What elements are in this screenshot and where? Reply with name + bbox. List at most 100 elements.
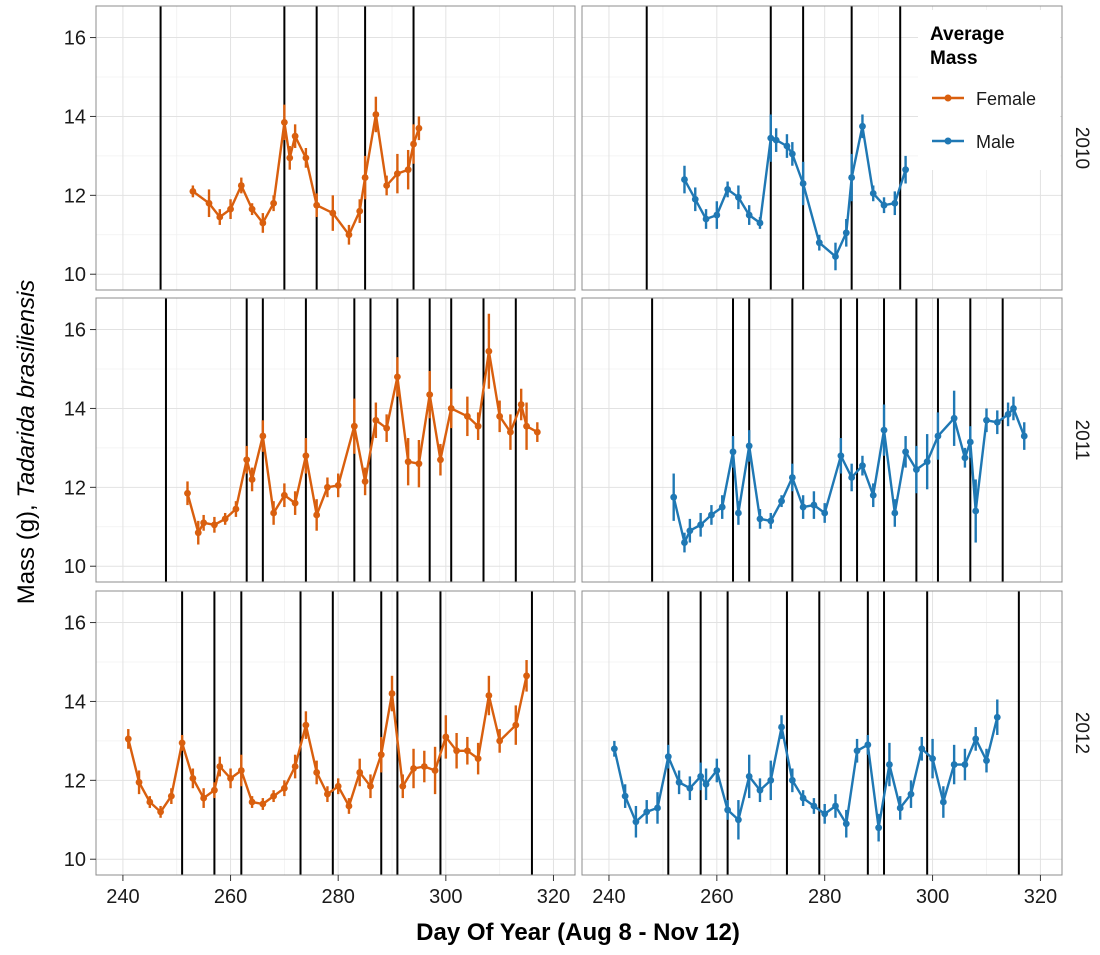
data-point [869, 189, 877, 197]
data-point [923, 458, 931, 466]
data-point [437, 456, 444, 464]
data-point [654, 804, 661, 812]
data-point [961, 761, 969, 768]
legend-male-label: Male [976, 132, 1015, 152]
data-point [993, 418, 1001, 426]
data-point [189, 187, 197, 195]
data-point [912, 466, 920, 473]
y-tick-label: 12 [64, 185, 86, 207]
data-point [485, 347, 493, 355]
data-point [383, 182, 391, 189]
data-point [367, 782, 374, 790]
data-point [388, 690, 396, 697]
data-point [848, 174, 856, 181]
data-point [837, 452, 845, 460]
data-point [496, 737, 504, 745]
y-tick-label: 16 [64, 613, 86, 635]
data-point [756, 515, 764, 523]
data-point [713, 767, 721, 774]
data-point [929, 755, 936, 763]
data-point [788, 474, 796, 481]
data-point [902, 166, 909, 174]
data-point [372, 416, 380, 424]
x-tick-label: 320 [537, 886, 570, 908]
data-point [724, 186, 732, 193]
data-point [859, 122, 866, 130]
legend-title-line2: Mass [930, 48, 978, 69]
data-point [270, 509, 278, 517]
data-point [767, 134, 775, 142]
data-point [832, 253, 839, 260]
data-point [350, 422, 358, 430]
strip-label-year: 2012 [1071, 712, 1092, 754]
data-point [507, 428, 514, 436]
data-point [227, 774, 234, 782]
data-point [124, 735, 132, 743]
panel-background [582, 591, 1062, 875]
data-point [512, 721, 520, 729]
data-point [361, 478, 369, 485]
data-point [950, 761, 958, 768]
data-point [356, 207, 364, 215]
panel-background [96, 6, 575, 290]
y-axis-label-species: Tadarida brasiliensis [13, 280, 40, 498]
data-point [972, 735, 980, 743]
data-point [205, 199, 213, 207]
panel-border [581, 5, 1063, 291]
data-point [302, 452, 310, 460]
data-point [821, 509, 829, 517]
x-tick-label: 280 [808, 886, 841, 908]
data-point [864, 741, 872, 749]
x-tick-label: 300 [429, 886, 462, 908]
legend: Average Mass Female Male [918, 10, 1060, 170]
x-tick-label: 260 [700, 886, 733, 908]
data-point [356, 769, 364, 776]
data-point [891, 509, 899, 517]
strip-label-year: 2010 [1071, 127, 1092, 169]
data-point [372, 111, 380, 118]
data-point [934, 432, 942, 440]
data-point [345, 802, 353, 810]
x-axis-label: Day Of Year (Aug 8 - Nov 12) [416, 919, 740, 946]
data-point [756, 219, 764, 227]
panel-content [164, 298, 541, 582]
data-point [237, 767, 245, 774]
data-point [621, 792, 629, 800]
data-point [216, 763, 224, 770]
legend-female-dot [944, 94, 952, 102]
data-point [788, 150, 796, 158]
data-point [799, 503, 807, 511]
data-point [983, 757, 990, 765]
data-point [993, 713, 1001, 721]
panel-content [610, 591, 1020, 875]
data-point [393, 170, 401, 178]
data-point [767, 517, 775, 525]
panels-layer [95, 5, 1063, 876]
data-point [918, 745, 926, 753]
data-point [842, 229, 850, 237]
data-point [815, 239, 823, 247]
data-point [756, 786, 764, 794]
panel-2012-male [581, 590, 1063, 876]
data-point [907, 790, 915, 798]
data-point [810, 802, 818, 810]
data-point [329, 209, 337, 217]
panel-border [581, 590, 1063, 876]
data-point [420, 763, 428, 770]
panel-content [124, 591, 533, 875]
data-point [745, 442, 753, 450]
data-point [146, 798, 154, 806]
series-line-male [683, 125, 907, 258]
data-point [393, 373, 401, 381]
data-point [729, 448, 737, 456]
x-tick-label: 280 [322, 886, 355, 908]
data-point [610, 745, 618, 753]
data-point [361, 174, 369, 181]
data-point [853, 747, 861, 755]
data-point [821, 810, 829, 818]
data-point [270, 792, 278, 800]
data-point [200, 519, 208, 527]
data-point [415, 460, 423, 468]
data-point [485, 692, 493, 699]
panel-2010-female [95, 5, 576, 291]
